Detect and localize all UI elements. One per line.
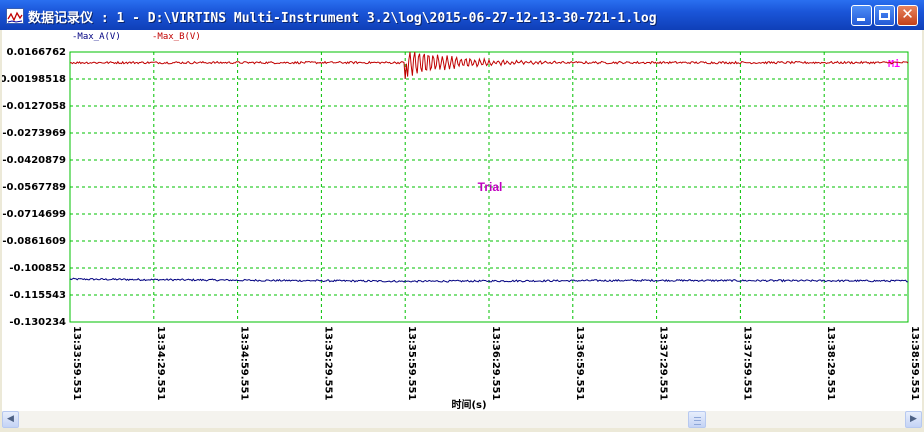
minimize-icon xyxy=(857,18,865,21)
x-tick-label: 13:37:59.551 xyxy=(741,326,752,400)
x-tick-label: 13:33:59.551 xyxy=(71,326,82,400)
x-tick-label: 13:36:29.551 xyxy=(490,326,501,400)
scroll-right-button[interactable]: ▶ xyxy=(905,411,922,428)
maximize-button[interactable] xyxy=(874,5,895,26)
maximize-icon xyxy=(879,10,890,20)
x-tick-label: 13:37:29.551 xyxy=(658,326,669,400)
x-tick-label: 13:35:29.551 xyxy=(322,326,333,400)
y-tick-label: -0.0420879 xyxy=(2,155,66,166)
plot-frame xyxy=(69,51,909,323)
trial-watermark: Trial xyxy=(478,180,503,194)
horizontal-scrollbar[interactable]: ◀ ▶ xyxy=(2,411,922,428)
y-tick-label: -0.0567789 xyxy=(2,182,66,193)
x-tick-label: 13:38:59.551 xyxy=(909,326,920,400)
y-tick-label: -0.0861609 xyxy=(2,236,66,247)
x-axis-label: 时间(s) xyxy=(451,398,486,411)
minimize-button[interactable] xyxy=(851,5,872,26)
series-line-max-a xyxy=(69,277,909,283)
close-icon: ✕ xyxy=(901,5,914,23)
legend-entry: -Max_B(V) xyxy=(152,32,201,42)
y-tick-label: 0.00198518 xyxy=(2,74,66,85)
data-logger-chart[interactable]: 0.0166762 0.00198518 -0.0127058 -0.0273969 -… xyxy=(2,30,922,411)
x-tick-label: 13:38:29.551 xyxy=(825,326,836,400)
scroll-thumb[interactable] xyxy=(688,411,706,428)
y-tick-label: -0.130234 xyxy=(9,317,66,328)
x-tick-label: 13:34:59.551 xyxy=(239,326,250,400)
y-tick-label: -0.0273969 xyxy=(2,128,66,139)
data-logger-plot-area[interactable]: 0.0166762 0.00198518 -0.0127058 -0.0273969 -… xyxy=(2,30,922,411)
series-line-max-b xyxy=(69,51,909,79)
y-tick-label: -0.100852 xyxy=(9,263,66,274)
close-button[interactable]: ✕ xyxy=(897,5,918,26)
x-tick-label: 13:35:59.551 xyxy=(406,326,417,400)
x-tick-label: 13:36:59.551 xyxy=(574,326,585,400)
window-title: 数据记录仪 : 1 - D:\VIRTINS Multi-Instrument … xyxy=(28,11,657,26)
x-tick-label: 13:34:29.551 xyxy=(155,326,166,400)
y-tick-label: 0.0166762 xyxy=(7,47,67,58)
chart-app-icon[interactable] xyxy=(6,8,24,24)
grip-icon xyxy=(694,417,701,425)
y-tick-label: -0.0714699 xyxy=(2,209,66,220)
y-tick-label: -0.0127058 xyxy=(2,101,66,112)
legend-entry: -Max_A(V) xyxy=(72,32,121,42)
y-tick-label: -0.115543 xyxy=(9,290,66,301)
corner-mark: Mi xyxy=(888,58,900,70)
scroll-left-button[interactable]: ◀ xyxy=(2,411,19,428)
title-bar[interactable]: 数据记录仪 : 1 - D:\VIRTINS Multi-Instrument … xyxy=(0,0,924,30)
